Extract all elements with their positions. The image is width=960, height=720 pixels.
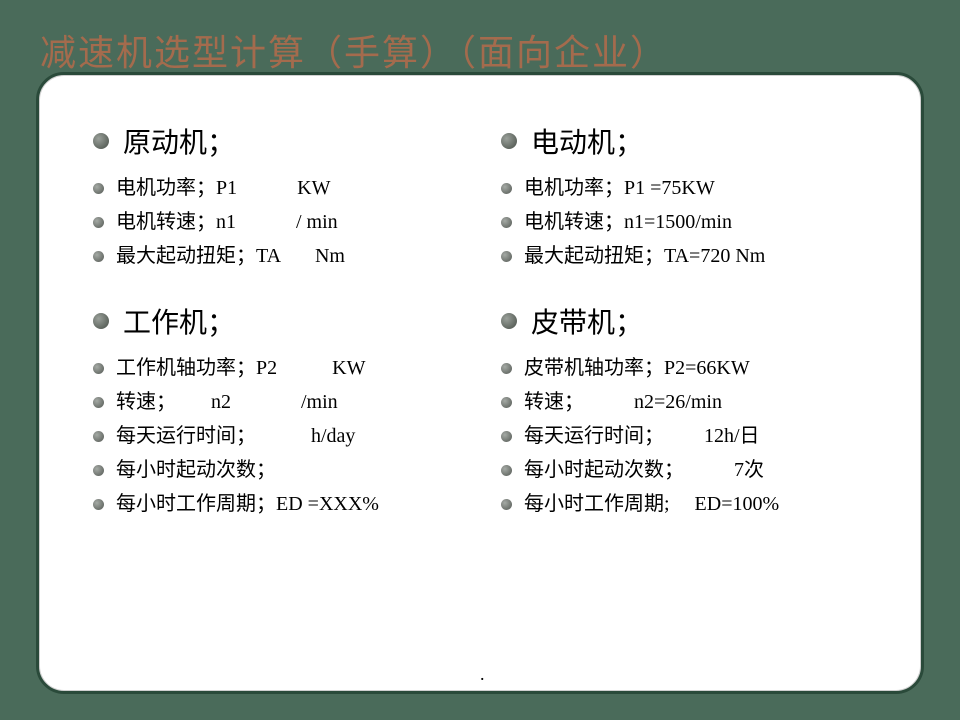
bullet-icon [93, 397, 104, 408]
bullet-icon [93, 313, 109, 329]
list-item: 每天运行时间； 12h/日 [501, 419, 893, 453]
text: 电机功率；P1 KW [116, 171, 330, 205]
left-section2-head: 工作机； [93, 301, 485, 341]
list-item: 电机转速；n1 / min [93, 205, 485, 239]
text: 每天运行时间； h/day [116, 419, 355, 453]
bullet-icon [93, 499, 104, 510]
bullet-icon [501, 217, 512, 228]
text: 转速； n2=26/min [524, 385, 722, 419]
text: 最大起动扭矩；TA=720 Nm [524, 239, 765, 273]
footer-dot: . [480, 664, 485, 685]
list-item: 每小时工作周期; ED=100% [501, 487, 893, 521]
list-item: 最大起动扭矩；TA Nm [93, 239, 485, 273]
bullet-icon [93, 133, 109, 149]
bullet-icon [501, 183, 512, 194]
text: 电机功率；P1 =75KW [524, 171, 715, 205]
text: 每小时工作周期；ED =XXX% [116, 487, 379, 521]
bullet-icon [501, 499, 512, 510]
bullet-icon [93, 183, 104, 194]
text: 原动机； [123, 121, 235, 161]
list-item: 电机功率；P1 KW [93, 171, 485, 205]
text: 转速； n2 /min [116, 385, 338, 419]
left-column: 原动机； 电机功率；P1 KW 电机转速；n1 / min 最大起动扭矩；TA … [93, 115, 495, 681]
bullet-icon [501, 363, 512, 374]
text: 每小时工作周期; ED=100% [524, 487, 779, 521]
bullet-icon [501, 397, 512, 408]
list-item: 每小时工作周期；ED =XXX% [93, 487, 485, 521]
right-column: 电动机； 电机功率；P1 =75KW 电机转速；n1=1500/min 最大起动… [495, 115, 903, 681]
columns: 原动机； 电机功率；P1 KW 电机转速；n1 / min 最大起动扭矩；TA … [93, 115, 903, 681]
list-item: 电机功率；P1 =75KW [501, 171, 893, 205]
text: 电动机； [531, 121, 643, 161]
text: 皮带机轴功率；P2=66KW [524, 351, 750, 385]
text: 每天运行时间； 12h/日 [524, 419, 760, 453]
list-item: 转速； n2=26/min [501, 385, 893, 419]
right-section2-head: 皮带机； [501, 301, 893, 341]
text: 每小时起动次数； 7次 [524, 453, 764, 487]
list-item: 每天运行时间； h/day [93, 419, 485, 453]
list-item: 皮带机轴功率；P2=66KW [501, 351, 893, 385]
bullet-icon [93, 431, 104, 442]
text: 最大起动扭矩；TA Nm [116, 239, 345, 273]
left-section1-head: 原动机； [93, 121, 485, 161]
text: 皮带机； [531, 301, 643, 341]
list-item: 最大起动扭矩；TA=720 Nm [501, 239, 893, 273]
bullet-icon [93, 465, 104, 476]
bullet-icon [501, 465, 512, 476]
list-item: 每小时起动次数； 7次 [501, 453, 893, 487]
bullet-icon [501, 133, 517, 149]
right-section1-head: 电动机； [501, 121, 893, 161]
list-item: 电机转速；n1=1500/min [501, 205, 893, 239]
list-item: 工作机轴功率；P2 KW [93, 351, 485, 385]
text: 工作机轴功率；P2 KW [116, 351, 365, 385]
list-item: 转速； n2 /min [93, 385, 485, 419]
text: 工作机； [123, 301, 235, 341]
page-title: 减速机选型计算（手算）（面向企业） [40, 24, 920, 76]
content-panel: 原动机； 电机功率；P1 KW 电机转速；n1 / min 最大起动扭矩；TA … [36, 72, 924, 694]
bullet-icon [501, 431, 512, 442]
list-item: 每小时起动次数； [93, 453, 485, 487]
bullet-icon [501, 313, 517, 329]
bullet-icon [93, 363, 104, 374]
bullet-icon [501, 251, 512, 262]
text: 电机转速；n1=1500/min [524, 205, 732, 239]
bullet-icon [93, 217, 104, 228]
bullet-icon [93, 251, 104, 262]
text: 每小时起动次数； [116, 453, 276, 487]
text: 电机转速；n1 / min [116, 205, 338, 239]
